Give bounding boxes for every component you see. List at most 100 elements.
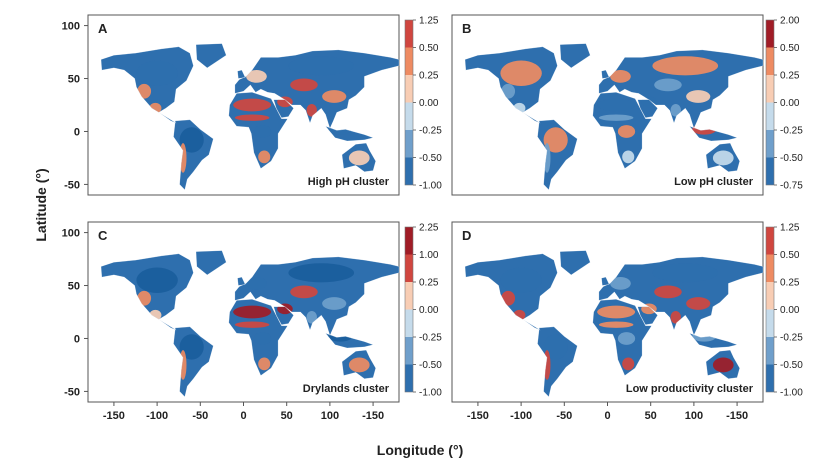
colorbar-label: 0.25 [419,278,439,289]
colorbar-segment [766,157,774,185]
colorbar-segment [405,102,413,130]
panel-title: Low productivity cluster [626,383,754,395]
region-china [686,297,711,310]
colorbar-label: -0.25 [780,333,803,344]
region-central-asia [654,285,682,299]
outline-arabia [273,99,294,118]
colorbar-label: -0.25 [419,333,442,344]
region-north-america [136,267,178,293]
colorbar-segment [766,282,774,310]
region-south-america [543,334,568,360]
colorbar-label: -0.25 [780,126,803,137]
y-tick-label: -50 [64,179,80,191]
region-europe [246,277,267,290]
outline-sa [173,119,214,191]
region-europe [246,70,267,83]
y-tick-label: -50 [64,386,80,398]
outline-sa [173,326,214,398]
colorbar-segment [766,102,774,130]
x-tick-label: -150 [467,410,489,422]
region-china [686,90,711,103]
region-russia [288,263,355,283]
y-tick-label: 100 [62,228,80,240]
x-tick-label: -50 [192,410,208,422]
colorbar-segment [766,227,774,255]
outline-na [464,253,558,331]
region-north-america [136,60,178,86]
colorbar: 1.25 0.50 0.25 0.00 -0.25 -0.50 -1.00 [404,16,442,192]
x-axis-label: Longitude (°) [377,442,463,458]
panel-title: High pH cluster [308,176,390,188]
outline-africa [592,299,652,376]
colorbar-segment [405,157,413,185]
outline-na [100,253,194,331]
y-tick-label: 50 [68,74,80,86]
region-europe [610,70,631,83]
x-tick-label: -50 [556,410,572,422]
region-central-asia [290,78,318,92]
region-sahel [234,321,270,328]
colorbar-label: 0.25 [419,71,439,82]
outline-africa [592,92,652,169]
x-tick-label: -150 [103,410,125,422]
region-australia [348,357,370,373]
region-southern-africa [258,357,271,371]
colorbar: 2.25 1.00 0.25 0.00 -0.25 -0.50 -1.00 [404,223,442,399]
colorbar-label: 1.00 [419,250,439,261]
colorbar-label: -1.00 [780,388,803,399]
colorbar: 1.25 0.50 0.25 0.00 -0.25 -0.50 -1.00 [765,223,803,399]
colorbar-label: 0.00 [780,98,800,109]
colorbar-segment [405,282,413,310]
outline-australia [705,142,740,172]
region-china [322,90,347,103]
region-south-america [543,127,568,153]
colorbar-label: 0.00 [419,98,439,109]
outline-arabia [637,306,658,325]
outline-arabia [273,306,294,325]
colorbar-label: 1.25 [780,223,800,234]
outline-greenland [195,250,227,276]
colorbar-label: 2.00 [780,16,800,27]
outline-greenland [559,43,591,69]
colorbar-segment [405,309,413,337]
colorbar-segment [405,75,413,103]
panel-label: D [462,228,471,243]
outline-sa [537,326,578,398]
outline-indonesia [324,125,374,142]
outline-indonesia [324,332,374,349]
region-india [306,103,317,117]
x-tick-label: -150 [362,410,384,422]
colorbar-segment [766,337,774,365]
outline-greenland [195,43,227,69]
outline-indonesia [688,125,738,142]
x-tick-label: 0 [604,410,610,422]
region-south-america [179,334,204,360]
region-russia [652,56,719,76]
colorbar-segment [766,47,774,75]
colorbar-label: 0.25 [780,278,800,289]
colorbar-label: -0.25 [419,126,442,137]
outline-australia [341,142,376,172]
colorbar-segment [766,364,774,392]
outline-africa [228,92,288,169]
colorbar-label: 2.25 [419,223,439,234]
region-north-america [500,60,542,86]
colorbar-label: -0.50 [419,153,442,164]
panel-label: A [98,21,108,36]
outline-eurasia [234,256,400,336]
x-tick-label: 100 [321,410,339,422]
y-tick-label: 50 [68,281,80,293]
panel-c: C Drylands cluster 100 50 0 -50 -150 -100 -50 0 50… [62,221,442,422]
outline-australia [705,349,740,379]
colorbar-segment [766,20,774,48]
x-tick-label: -150 [726,410,748,422]
x-tick-label: 50 [645,410,657,422]
region-central-africa [253,332,272,345]
region-india [670,310,681,324]
colorbar-label: 1.25 [419,16,439,27]
region-central-asia [290,285,318,299]
colorbar-segment [766,130,774,158]
colorbar-segment [405,20,413,48]
region-central-africa [253,125,272,138]
